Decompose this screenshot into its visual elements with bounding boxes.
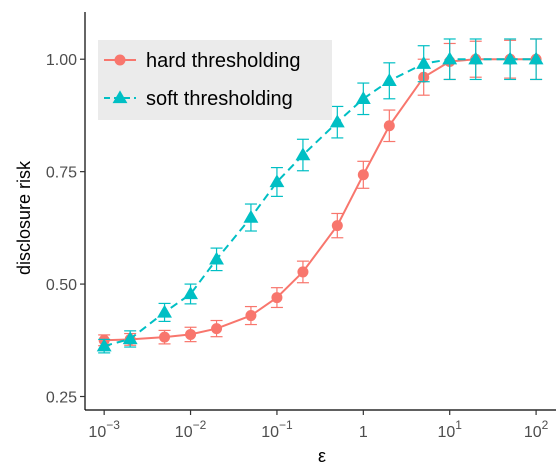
- data-point: [329, 114, 345, 128]
- x-tick-label: 10−1: [261, 418, 293, 441]
- y-axis-title: disclosure risk: [14, 160, 34, 275]
- data-point: [245, 310, 257, 322]
- data-point: [442, 51, 458, 65]
- y-tick-label: 0.50: [46, 277, 77, 294]
- data-point: [383, 120, 395, 132]
- data-point: [468, 51, 484, 65]
- data-point: [269, 174, 285, 188]
- data-point: [122, 331, 138, 345]
- data-point: [209, 251, 224, 265]
- x-tick-label: 102: [524, 418, 549, 441]
- data-point: [96, 338, 112, 352]
- x-tick-label: 10−3: [88, 418, 120, 441]
- series-2: [96, 38, 544, 354]
- data-point: [185, 328, 197, 340]
- data-point: [183, 286, 198, 300]
- y-tick-label: 0.25: [46, 390, 77, 407]
- data-point: [502, 51, 518, 65]
- legend-label: soft thresholding: [146, 88, 293, 110]
- series-line: [104, 58, 537, 342]
- legend-box: [98, 40, 332, 120]
- data-point: [357, 169, 369, 181]
- x-tick-label: 101: [437, 418, 462, 441]
- x-axis-title: ε: [318, 446, 326, 466]
- x-tick-label: 1: [359, 424, 368, 441]
- legend-item-2: soft thresholding: [104, 88, 293, 110]
- data-point: [355, 91, 371, 104]
- legend-marker: [114, 54, 126, 66]
- data-point: [297, 266, 309, 278]
- legend-item-1: hard thresholding: [104, 50, 301, 72]
- data-point: [295, 147, 311, 161]
- data-point: [528, 51, 544, 65]
- data-point: [416, 56, 432, 69]
- data-point: [381, 73, 397, 86]
- data-point: [243, 209, 259, 223]
- data-point: [331, 220, 343, 232]
- y-tick-label: 1.00: [46, 52, 77, 69]
- data-point: [211, 323, 223, 335]
- legend-marker: [112, 90, 128, 104]
- legend-label: hard thresholding: [146, 50, 301, 72]
- data-point: [157, 304, 172, 318]
- y-tick-label: 0.75: [46, 165, 77, 182]
- data-point: [271, 292, 283, 304]
- series-layer: [96, 38, 544, 354]
- series-line: [103, 58, 537, 348]
- legend: hard thresholding soft thresholding: [98, 40, 332, 120]
- axes: 0.25 0.50 0.75 1.00 10−3 10−2 10−1 1 101 102: [46, 12, 556, 441]
- x-tick-label: 10−2: [175, 418, 207, 441]
- data-point: [159, 331, 171, 343]
